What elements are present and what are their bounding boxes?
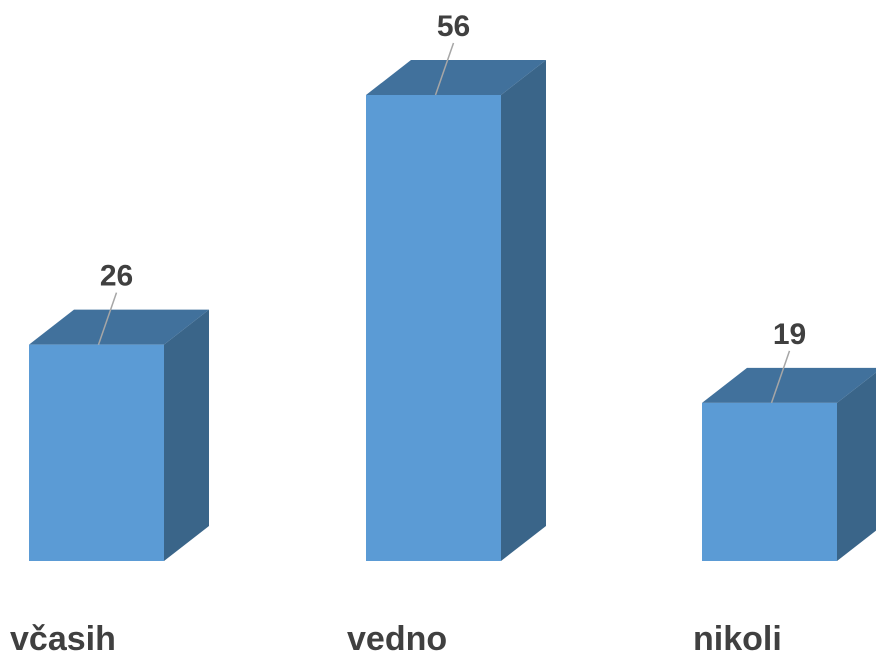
bar-front-face — [29, 344, 164, 561]
bar-3 — [702, 367, 876, 561]
bar-1 — [29, 309, 209, 561]
labels-group: 26 včasih 56 vedno 19 nikoli — [10, 10, 806, 651]
data-label-1: 26 — [100, 260, 133, 293]
data-label-leader-line — [434, 42, 455, 96]
bar-side-face — [501, 60, 546, 561]
bar-front-face — [366, 95, 501, 561]
bar-side-face — [164, 309, 209, 561]
bar-top-face — [29, 309, 209, 345]
bar-front-face — [702, 402, 837, 561]
bar-2 — [366, 60, 546, 561]
bar-top-face — [702, 367, 876, 403]
data-label-2: 56 — [437, 10, 470, 43]
bar-side-face — [837, 372, 876, 561]
data-label-3: 19 — [773, 318, 806, 351]
bar-top-face — [366, 60, 546, 95]
category-label-3: nikoli — [693, 620, 782, 651]
category-label-2: vedno — [347, 620, 447, 651]
data-label-leader-line — [97, 292, 118, 345]
category-label-1: včasih — [10, 620, 116, 651]
bars-group — [29, 60, 876, 561]
data-label-leader-line — [770, 350, 791, 404]
